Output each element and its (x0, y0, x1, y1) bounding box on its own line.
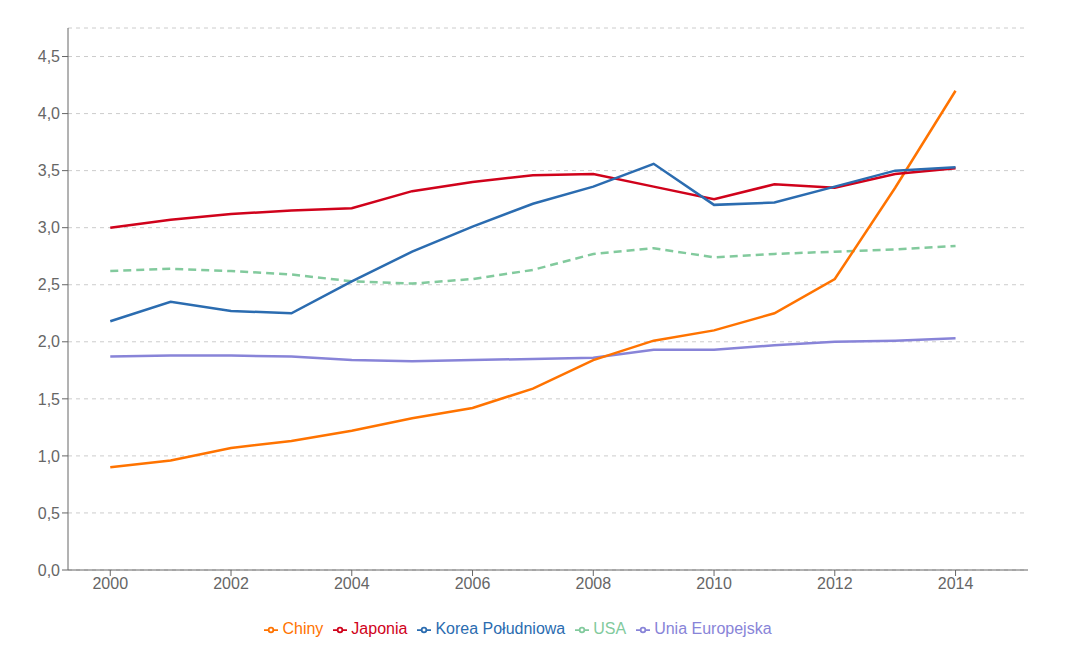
html-text:Korea Południowa: Korea Południowa (435, 620, 566, 637)
svg-text:2002: 2002 (213, 575, 249, 592)
html-text:Unia Europejska: Unia Europejska (654, 620, 772, 637)
svg-text:2012: 2012 (817, 575, 853, 592)
svg-text:2006: 2006 (455, 575, 491, 592)
svg-text:2,5: 2,5 (38, 276, 60, 293)
svg-text:3,5: 3,5 (38, 162, 60, 179)
svg-text:1,5: 1,5 (38, 391, 60, 408)
svg-text:2010: 2010 (696, 575, 732, 592)
svg-text:3,0: 3,0 (38, 219, 60, 236)
html-text:Chiny: Chiny (282, 620, 324, 637)
svg-text:0,5: 0,5 (38, 505, 60, 522)
html-text:Japonia: Japonia (351, 620, 408, 637)
svg-text:2000: 2000 (92, 575, 128, 592)
svg-text:4,5: 4,5 (38, 48, 60, 65)
svg-text:2004: 2004 (334, 575, 370, 592)
html-text:USA: USA (593, 620, 627, 637)
svg-text:1,0: 1,0 (38, 448, 60, 465)
svg-text:0,0: 0,0 (38, 562, 60, 579)
svg-text:2008: 2008 (575, 575, 611, 592)
svg-text:2,0: 2,0 (38, 333, 60, 350)
svg-text:4,0: 4,0 (38, 105, 60, 122)
svg-text:2014: 2014 (938, 575, 974, 592)
